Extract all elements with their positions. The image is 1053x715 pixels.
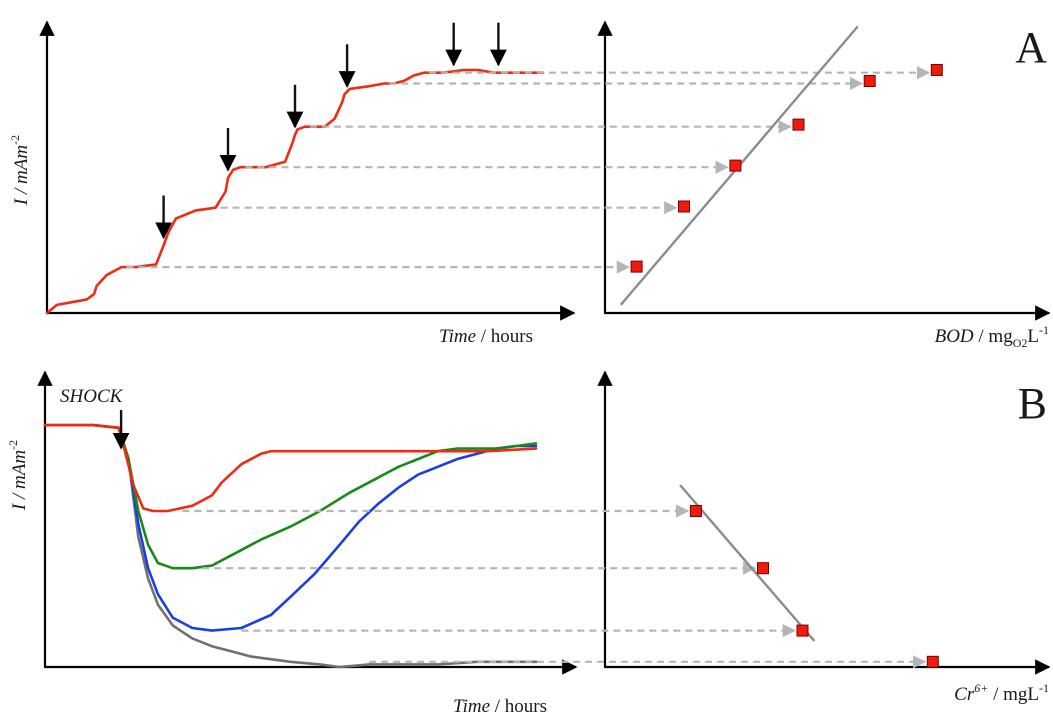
panel-b-fit-line xyxy=(679,484,816,642)
panel-b-point-1 xyxy=(689,505,702,517)
panel-b-current-trace-3 xyxy=(43,423,538,632)
panel-b-current-trace-2 xyxy=(43,423,538,570)
panel-a-bod-plot: A BOD / mgO2L-1 xyxy=(126,20,1051,350)
panel-b-point-3 xyxy=(796,624,809,637)
panel-b-letter: B xyxy=(1018,379,1047,428)
panel-a-letter: A xyxy=(1015,23,1047,72)
panel-a-point-1 xyxy=(630,260,643,273)
panel-b-cr-marks xyxy=(182,484,939,669)
panel-b-shock-label: SHOCK xyxy=(60,386,124,407)
panel-a-traces xyxy=(45,22,545,315)
panel-b-current-trace-1 xyxy=(43,423,538,513)
panel-b-point-4 xyxy=(926,655,939,668)
panel-a-point-3 xyxy=(729,159,742,172)
panel-b-y-label: I / mAm-2 xyxy=(6,440,30,511)
panel-b-traces xyxy=(43,410,538,669)
panel-b-x-label: Time / hours xyxy=(453,696,547,715)
panel-b-time-plot: I / mAm-2 SHOCK Time / hours xyxy=(6,370,578,715)
panel-a-bod-x-label: BOD / mgO2L-1 xyxy=(935,323,1049,350)
panel-a-point-4 xyxy=(792,118,805,131)
panel-b-point-2 xyxy=(757,562,769,575)
panel-b-cr-plot: B Cr6+ / mgL-1 xyxy=(182,370,1051,705)
panel-a-point-5 xyxy=(863,75,876,87)
panel-a-x-label: Time / hours xyxy=(439,326,533,347)
panel-a-point-6 xyxy=(930,64,943,76)
panel-a-current-trace xyxy=(45,68,545,315)
panel-a-bod-marks xyxy=(126,25,943,306)
panel-a-y-label: I / mAm-2 xyxy=(8,135,32,206)
panel-b-cr-x-label: Cr6+ / mgL-1 xyxy=(954,681,1049,705)
panel-a-point-2 xyxy=(678,200,690,213)
panel-a-time-plot: I / mAm-2 Time / hours xyxy=(8,20,576,347)
